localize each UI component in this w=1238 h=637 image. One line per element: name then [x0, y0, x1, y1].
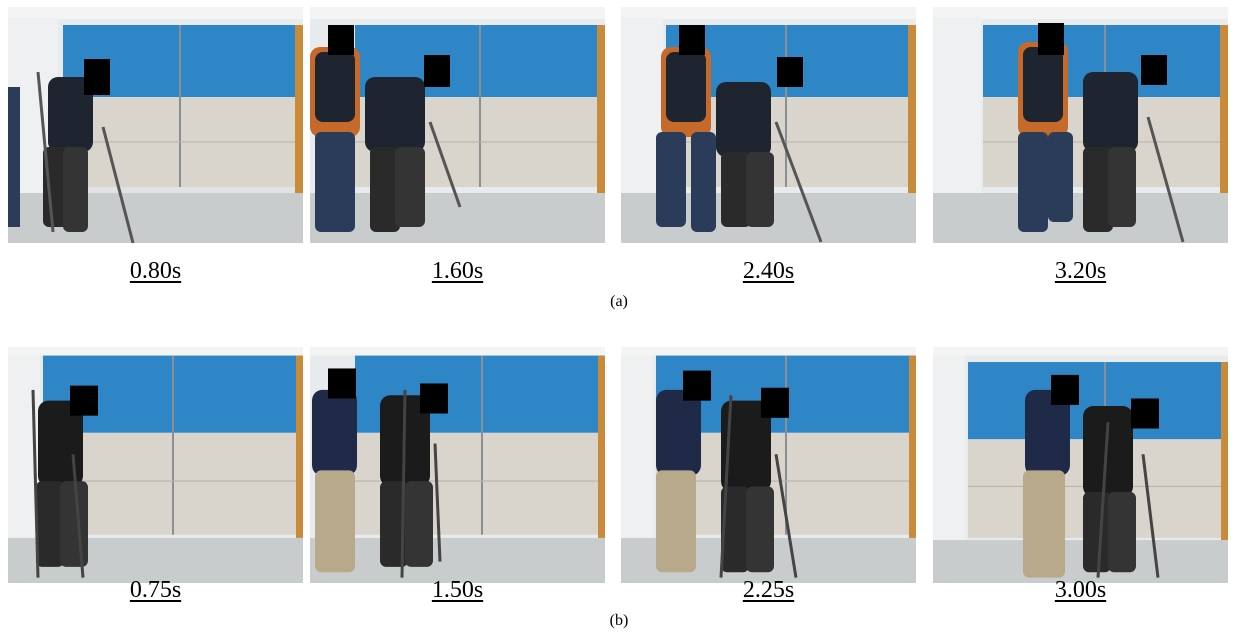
time-label: 2.25s	[742, 577, 795, 603]
photo-frame-a3	[621, 7, 916, 243]
photo-exoskeleton-walk	[8, 347, 303, 583]
photo-frame-a4	[933, 7, 1228, 243]
photo-frame-a1	[8, 7, 303, 243]
photo-exoskeleton-walk	[8, 7, 303, 243]
time-label: 3.20s	[1054, 258, 1107, 284]
photo-exoskeleton-walk	[621, 7, 916, 243]
panel-label-b: (b)	[609, 612, 629, 629]
photo-exoskeleton-walk	[933, 347, 1228, 583]
time-label: 1.60s	[431, 258, 484, 284]
panel-label-a: (a)	[610, 293, 628, 310]
time-label: 3.00s	[1054, 577, 1107, 603]
photo-frame-b3	[621, 347, 916, 583]
photo-exoskeleton-walk	[621, 347, 916, 583]
photo-frame-b1	[8, 347, 303, 583]
photo-exoskeleton-walk	[310, 347, 605, 583]
time-label: 0.75s	[129, 577, 182, 603]
photo-frame-b4	[933, 347, 1228, 583]
time-label: 2.40s	[742, 258, 795, 284]
photo-frame-b2	[310, 347, 605, 583]
time-label: 0.80s	[129, 258, 182, 284]
time-label: 1.50s	[431, 577, 484, 603]
photo-exoskeleton-walk	[933, 7, 1228, 243]
photo-exoskeleton-walk	[310, 7, 605, 243]
photo-frame-a2	[310, 7, 605, 243]
